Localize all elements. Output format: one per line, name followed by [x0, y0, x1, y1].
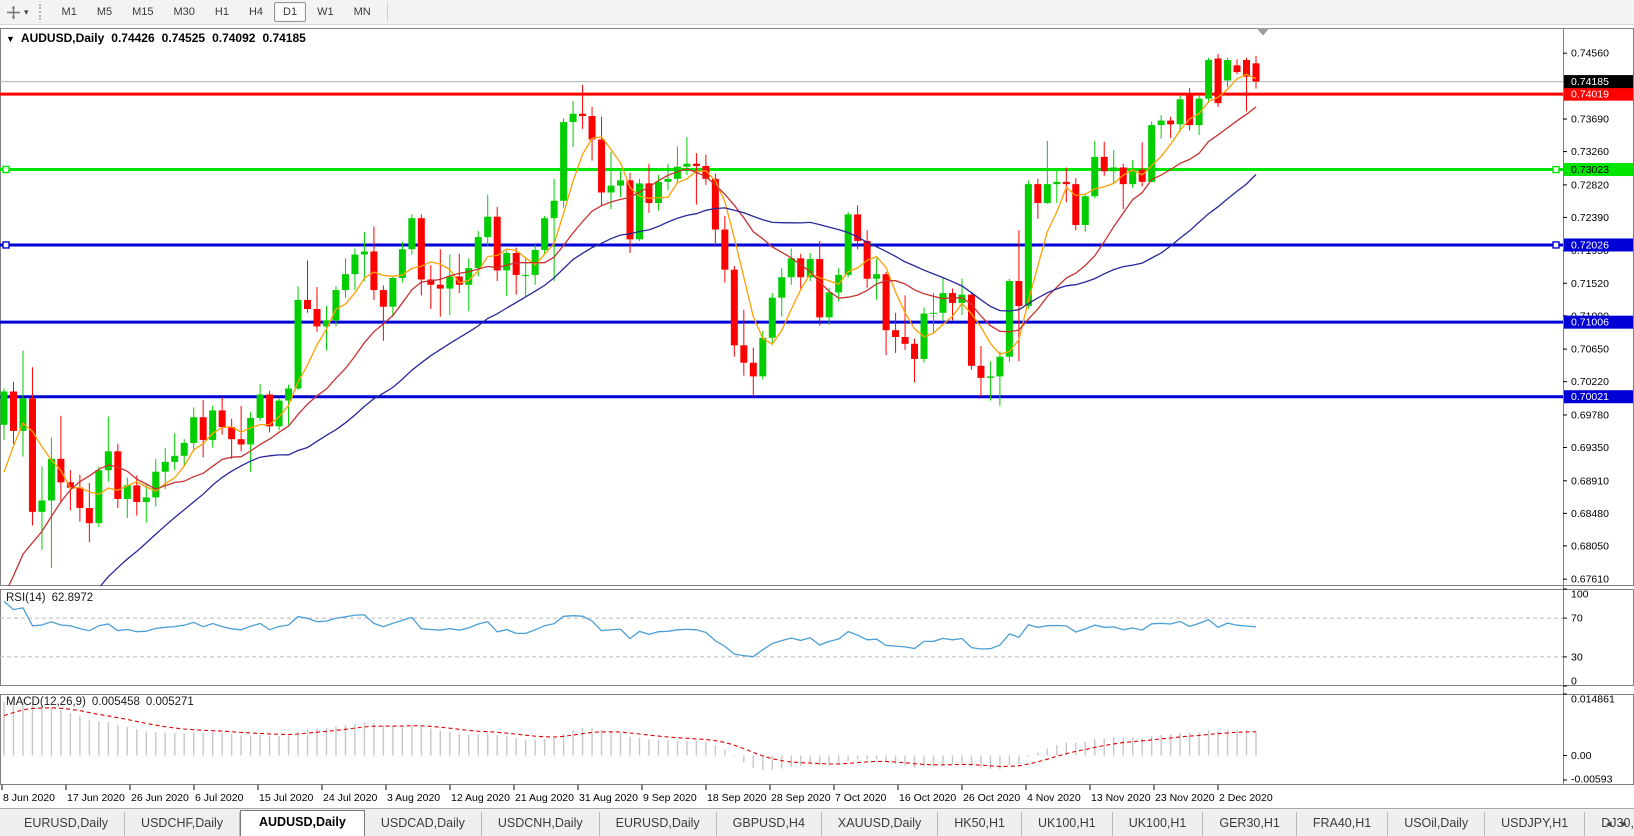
timeframe-button-h1[interactable]: H1 — [214, 6, 229, 18]
tab-fra40-h1[interactable]: FRA40,H1 — [1297, 812, 1389, 836]
tab-gbpusd-h4[interactable]: GBPUSD,H4 — [717, 812, 822, 836]
svg-text:26 Oct 2020: 26 Oct 2020 — [963, 792, 1020, 804]
tab-dj30-daily[interactable]: DJ30,Daily — [1585, 812, 1634, 836]
svg-text:0.70650: 0.70650 — [1571, 344, 1609, 356]
svg-text:0.74560: 0.74560 — [1571, 48, 1609, 60]
timeframe-button-w1[interactable]: W1 — [317, 6, 334, 18]
svg-text:0.68050: 0.68050 — [1571, 540, 1609, 552]
tab-scroll-left[interactable]: ◂ — [1605, 818, 1612, 830]
svg-text:12 Aug 2020: 12 Aug 2020 — [451, 792, 510, 804]
toolbar-separator — [386, 3, 388, 21]
svg-text:31 Aug 2020: 31 Aug 2020 — [579, 792, 638, 804]
svg-text:13 Nov 2020: 13 Nov 2020 — [1091, 792, 1151, 804]
svg-text:26 Jun 2020: 26 Jun 2020 — [131, 792, 189, 804]
chevron-down-icon: ▾ — [24, 6, 29, 17]
svg-text:100: 100 — [1571, 589, 1589, 601]
svg-text:3 Aug 2020: 3 Aug 2020 — [387, 792, 440, 804]
svg-text:0.69780: 0.69780 — [1571, 409, 1609, 421]
svg-text:21 Aug 2020: 21 Aug 2020 — [515, 792, 574, 804]
timeframe-button-d1[interactable]: D1 — [274, 2, 307, 22]
ma-14-line — [7, 106, 1257, 586]
svg-text:4 Nov 2020: 4 Nov 2020 — [1027, 792, 1081, 804]
ma-30-line — [99, 174, 1257, 586]
svg-text:30: 30 — [1571, 651, 1583, 663]
timeframe-toolbar: ▾ M1 M5 M15 M30 H1 H4 D1 W1 MN — [0, 0, 1634, 25]
tab-usdcnh-daily[interactable]: USDCNH,Daily — [482, 812, 600, 836]
timeframe-button-m15[interactable]: M15 — [132, 6, 154, 18]
symbol-tab-bar: EURUSD,Daily USDCHF,Daily AUDUSD,Daily USDC… — [0, 808, 1634, 836]
svg-text:6 Jul 2020: 6 Jul 2020 — [195, 792, 244, 804]
tab-eurusd-daily[interactable]: EURUSD,Daily — [600, 812, 717, 836]
svg-text:0.70220: 0.70220 — [1571, 376, 1609, 388]
svg-text:2 Dec 2020: 2 Dec 2020 — [1219, 792, 1273, 804]
down-arrow-marker — [1256, 28, 1270, 36]
svg-text:0.73260: 0.73260 — [1571, 146, 1609, 158]
tab-audusd-daily[interactable]: AUDUSD,Daily — [240, 810, 365, 836]
date-axis[interactable]: 8 Jun 2020 17 Jun 2020 26 Jun 2020 6 Jul 20… — [1, 785, 1273, 804]
price-axis[interactable]: 0.745600.736900.732600.728200.723900.719… — [1563, 48, 1615, 786]
tab-eurusd-daily[interactable]: EURUSD,Daily — [8, 812, 126, 836]
tab-usoil-daily[interactable]: USOil,Daily — [1388, 812, 1486, 836]
chart-area[interactable]: 0.745600.736900.732600.728200.723900.719… — [0, 24, 1634, 808]
timeframe-button-m5[interactable]: M5 — [96, 6, 113, 18]
svg-text:0.70021: 0.70021 — [1571, 391, 1609, 403]
timeframe-button-mn[interactable]: MN — [353, 6, 371, 18]
timeframe-button-m30[interactable]: M30 — [173, 6, 195, 18]
svg-text:24 Jul 2020: 24 Jul 2020 — [323, 792, 377, 804]
svg-text:70: 70 — [1571, 613, 1583, 625]
svg-text:0.73023: 0.73023 — [1571, 164, 1609, 176]
svg-text:0.73690: 0.73690 — [1571, 114, 1609, 126]
svg-text:17 Jun 2020: 17 Jun 2020 — [67, 792, 125, 804]
tab-xauusd-daily[interactable]: XAUUSD,Daily — [822, 812, 939, 836]
svg-text:23 Nov 2020: 23 Nov 2020 — [1155, 792, 1215, 804]
tab-ger30-h1[interactable]: GER30,H1 — [1203, 812, 1297, 836]
svg-text:0: 0 — [1571, 676, 1577, 688]
svg-text:8 Jun 2020: 8 Jun 2020 — [3, 792, 55, 804]
tab-usdcad-daily[interactable]: USDCAD,Daily — [365, 812, 482, 836]
svg-text:0.74019: 0.74019 — [1571, 89, 1609, 101]
tab-usdchf-daily[interactable]: USDCHF,Daily — [125, 812, 240, 836]
candles — [0, 53, 1260, 568]
svg-text:-0.00593: -0.00593 — [1571, 774, 1613, 786]
svg-text:16 Oct 2020: 16 Oct 2020 — [899, 792, 956, 804]
svg-text:0.72390: 0.72390 — [1571, 212, 1609, 224]
svg-text:18 Sep 2020: 18 Sep 2020 — [707, 792, 767, 804]
tab-usdjpy-h1[interactable]: USDJPY,H1 — [1485, 812, 1586, 836]
svg-text:0.72820: 0.72820 — [1571, 179, 1609, 191]
svg-text:0.00: 0.00 — [1571, 750, 1592, 762]
svg-text:0.67610: 0.67610 — [1571, 574, 1609, 586]
svg-text:0.72026: 0.72026 — [1571, 239, 1609, 251]
timeframe-button-h4[interactable]: H4 — [248, 6, 264, 18]
svg-text:7 Oct 2020: 7 Oct 2020 — [835, 792, 887, 804]
crosshair-icon — [7, 5, 20, 19]
svg-text:0.71006: 0.71006 — [1571, 317, 1609, 329]
tab-scroll-right[interactable]: ▸ — [1621, 818, 1627, 830]
svg-text:15 Jul 2020: 15 Jul 2020 — [259, 792, 313, 804]
svg-text:0.69350: 0.69350 — [1571, 442, 1609, 454]
svg-text:0.74185: 0.74185 — [1571, 76, 1609, 88]
tab-uk100-h1[interactable]: UK100,H1 — [1113, 812, 1204, 836]
toolbar-grip — [38, 4, 46, 20]
timeframe-button-m1[interactable]: M1 — [61, 6, 77, 18]
svg-text:9 Sep 2020: 9 Sep 2020 — [643, 792, 697, 804]
svg-text:28 Sep 2020: 28 Sep 2020 — [771, 792, 831, 804]
price-chart-svg[interactable]: 0.745600.736900.732600.728200.723900.719… — [0, 24, 1634, 808]
svg-text:0.68910: 0.68910 — [1571, 475, 1609, 487]
svg-text:0.71520: 0.71520 — [1571, 278, 1609, 290]
macd-signal-line — [3, 707, 1257, 768]
svg-text:0.014861: 0.014861 — [1571, 694, 1615, 706]
macd-histogram — [3, 698, 1257, 770]
tab-uk100-h1[interactable]: UK100,H1 — [1022, 812, 1113, 836]
svg-text:0.68480: 0.68480 — [1571, 508, 1609, 520]
rsi-line — [3, 600, 1257, 658]
ma-5-line — [3, 73, 1257, 495]
tab-hk50-h1[interactable]: HK50,H1 — [938, 812, 1022, 836]
cursor-tool-button[interactable]: ▾ — [0, 5, 33, 20]
